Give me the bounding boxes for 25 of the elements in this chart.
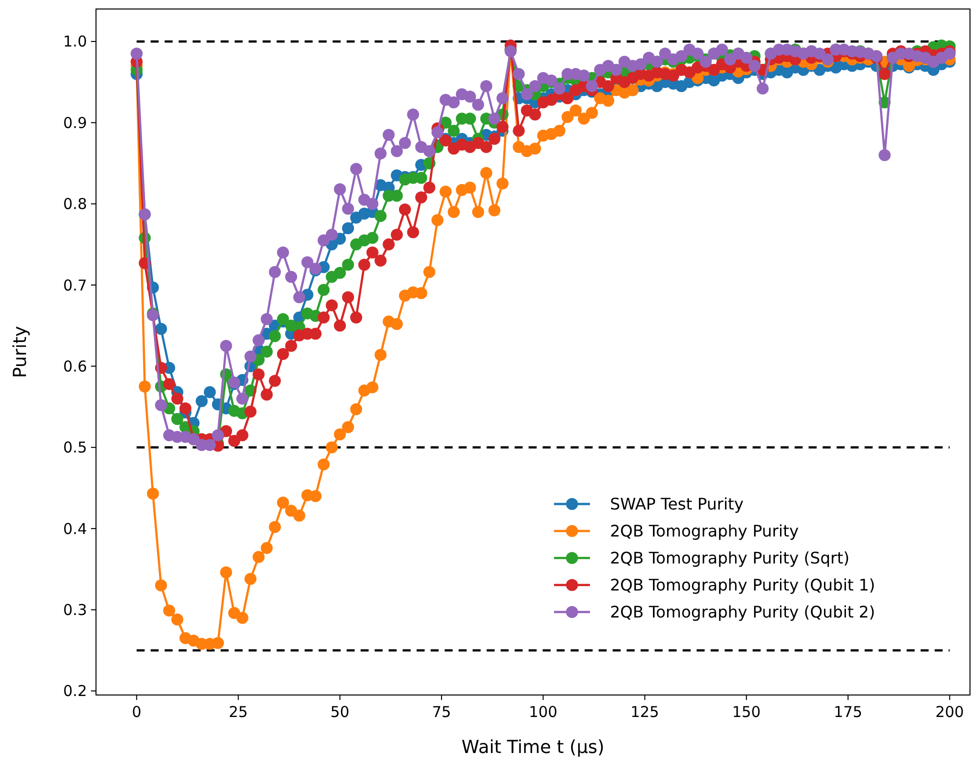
x-axis-title: Wait Time t (μs) xyxy=(462,737,604,758)
x-tick-label: 25 xyxy=(228,703,248,721)
legend-label: 2QB Tomography Purity xyxy=(610,522,799,541)
x-tick-label: 175 xyxy=(834,703,862,721)
y-tick-label: 0.8 xyxy=(63,195,87,214)
y-tick-label: 0.3 xyxy=(63,601,87,620)
x-tick-label: 100 xyxy=(528,703,558,721)
x-tick-label: 200 xyxy=(935,703,964,721)
y-tick-label: 0.5 xyxy=(63,438,87,457)
y-tick-label: 0.2 xyxy=(63,682,87,700)
legend-label: 2QB Tomography Purity (Qubit 1) xyxy=(610,576,876,595)
x-tick-label: 75 xyxy=(432,703,452,721)
x-tick-label: 150 xyxy=(732,703,761,721)
legend-label: 2QB Tomography Purity (Sqrt) xyxy=(610,548,850,568)
y-tick-label: 0.9 xyxy=(63,114,87,132)
x-tick-label: 125 xyxy=(630,703,660,721)
legend-label: 2QB Tomography Purity (Qubit 2) xyxy=(610,602,876,622)
legend-label: SWAP Test Purity xyxy=(610,494,744,514)
x-tick-label: 0 xyxy=(132,703,142,721)
y-tick-label: 0.4 xyxy=(63,520,87,538)
y-axis-title: Purity xyxy=(10,326,31,378)
y-tick-label: 0.7 xyxy=(63,276,87,294)
y-tick-label: 1.0 xyxy=(63,32,87,51)
y-tick-label: 0.6 xyxy=(63,357,87,376)
x-tick-label: 50 xyxy=(330,703,350,721)
